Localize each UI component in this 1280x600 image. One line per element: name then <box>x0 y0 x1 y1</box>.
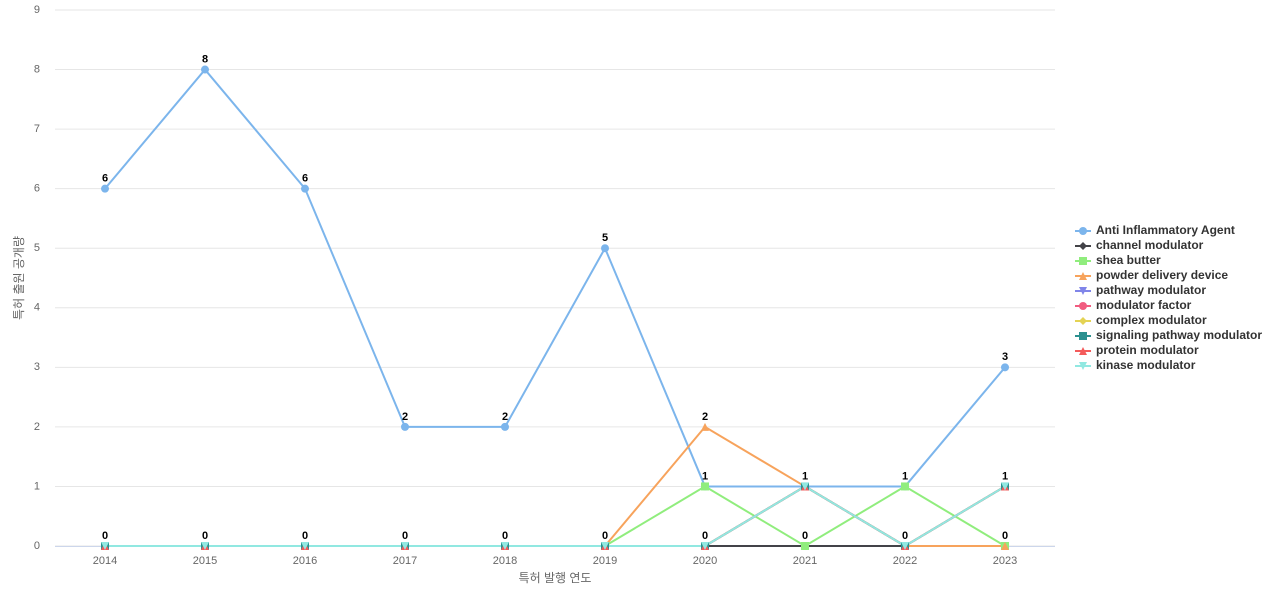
data-point <box>301 184 309 193</box>
x-tick-label: 2023 <box>993 555 1017 567</box>
data-label: 2 <box>402 411 408 423</box>
legend-marker <box>1079 287 1087 295</box>
data-point <box>401 542 409 550</box>
data-label: 0 <box>502 530 508 542</box>
x-tick-label: 2018 <box>493 555 517 567</box>
data-label: 8 <box>202 53 208 65</box>
data-label: 6 <box>302 173 308 185</box>
legend-label: shea butter <box>1096 253 1161 267</box>
legend-marker <box>1079 362 1087 370</box>
legend-marker <box>1079 317 1087 325</box>
series-line <box>105 485 1006 548</box>
data-point <box>701 422 709 431</box>
y-tick-label: 7 <box>34 123 40 135</box>
x-tick-label: 2017 <box>393 555 417 567</box>
data-label: 0 <box>802 530 808 542</box>
legend-label: protein modulator <box>1096 343 1199 357</box>
data-label: 2 <box>702 411 708 423</box>
x-tick-label: 2022 <box>893 555 917 567</box>
data-point <box>1001 482 1009 491</box>
data-label: 1 <box>902 470 908 482</box>
data-point <box>101 542 109 550</box>
legend-label: signaling pathway modulator <box>1096 328 1262 342</box>
data-label: 0 <box>1002 530 1008 542</box>
legend-label: modulator factor <box>1096 298 1192 312</box>
data-point <box>801 542 809 550</box>
data-point <box>1001 542 1009 550</box>
data-point <box>901 482 909 491</box>
data-point <box>801 482 809 491</box>
series-line <box>105 485 1006 548</box>
legend-marker <box>1079 257 1087 265</box>
series-line <box>105 485 1006 548</box>
legend-label: pathway modulator <box>1096 283 1206 297</box>
x-axis-label: 특허 발행 연도 <box>519 570 592 585</box>
legend-marker <box>1079 347 1087 355</box>
data-point <box>1001 363 1009 372</box>
series-line <box>105 485 1006 548</box>
x-tick-label: 2014 <box>93 555 117 567</box>
x-tick-label: 2021 <box>793 555 817 567</box>
legend-marker <box>1079 272 1087 280</box>
data-label: 1 <box>1002 470 1008 482</box>
data-point <box>701 542 709 550</box>
data-label: 0 <box>102 530 108 542</box>
y-tick-label: 6 <box>34 183 40 195</box>
legend-marker <box>1079 332 1087 340</box>
y-tick-label: 0 <box>34 540 40 552</box>
legend-label: complex modulator <box>1096 313 1207 327</box>
data-label: 3 <box>1002 351 1008 363</box>
data-point <box>101 184 109 193</box>
series-line <box>105 485 1006 548</box>
y-tick-label: 2 <box>34 421 40 433</box>
data-point <box>501 542 509 550</box>
x-tick-label: 2015 <box>193 555 217 567</box>
y-tick-label: 5 <box>34 242 40 254</box>
data-label: 0 <box>202 530 208 542</box>
data-point <box>501 422 509 431</box>
data-point <box>201 542 209 550</box>
x-tick-label: 2019 <box>593 555 617 567</box>
legend-marker <box>1079 227 1087 235</box>
data-label: 5 <box>602 232 608 244</box>
data-point <box>201 65 209 74</box>
y-axis-label: 특허 출원 공개량 <box>12 236 26 320</box>
data-point <box>901 542 909 550</box>
data-point <box>401 422 409 431</box>
legend-label: kinase modulator <box>1096 358 1196 372</box>
data-label: 0 <box>602 530 608 542</box>
legend-marker <box>1079 302 1087 310</box>
data-label: 0 <box>702 530 708 542</box>
data-label: 6 <box>102 173 108 185</box>
y-tick-label: 9 <box>34 4 40 16</box>
legend-label: Anti Inflammatory Agent <box>1096 223 1235 237</box>
legend-label: channel modulator <box>1096 238 1204 252</box>
data-point <box>601 244 609 253</box>
series-line <box>104 68 1006 488</box>
data-point <box>701 482 709 491</box>
y-tick-label: 8 <box>34 63 40 75</box>
data-label: 2 <box>502 411 508 423</box>
y-tick-label: 1 <box>34 480 40 492</box>
data-label: 0 <box>302 530 308 542</box>
data-label: 1 <box>702 470 708 482</box>
data-label: 0 <box>402 530 408 542</box>
x-tick-label: 2016 <box>293 555 317 567</box>
data-point <box>301 542 309 550</box>
data-label: 0 <box>902 530 908 542</box>
y-tick-label: 3 <box>34 361 40 373</box>
data-point <box>601 542 609 550</box>
y-tick-label: 4 <box>34 302 40 314</box>
data-label: 1 <box>802 470 808 482</box>
x-tick-label: 2020 <box>693 555 717 567</box>
series-line <box>105 485 1006 548</box>
legend-marker <box>1079 242 1087 250</box>
series-line <box>105 485 1006 548</box>
legend-label: powder delivery device <box>1096 268 1228 282</box>
